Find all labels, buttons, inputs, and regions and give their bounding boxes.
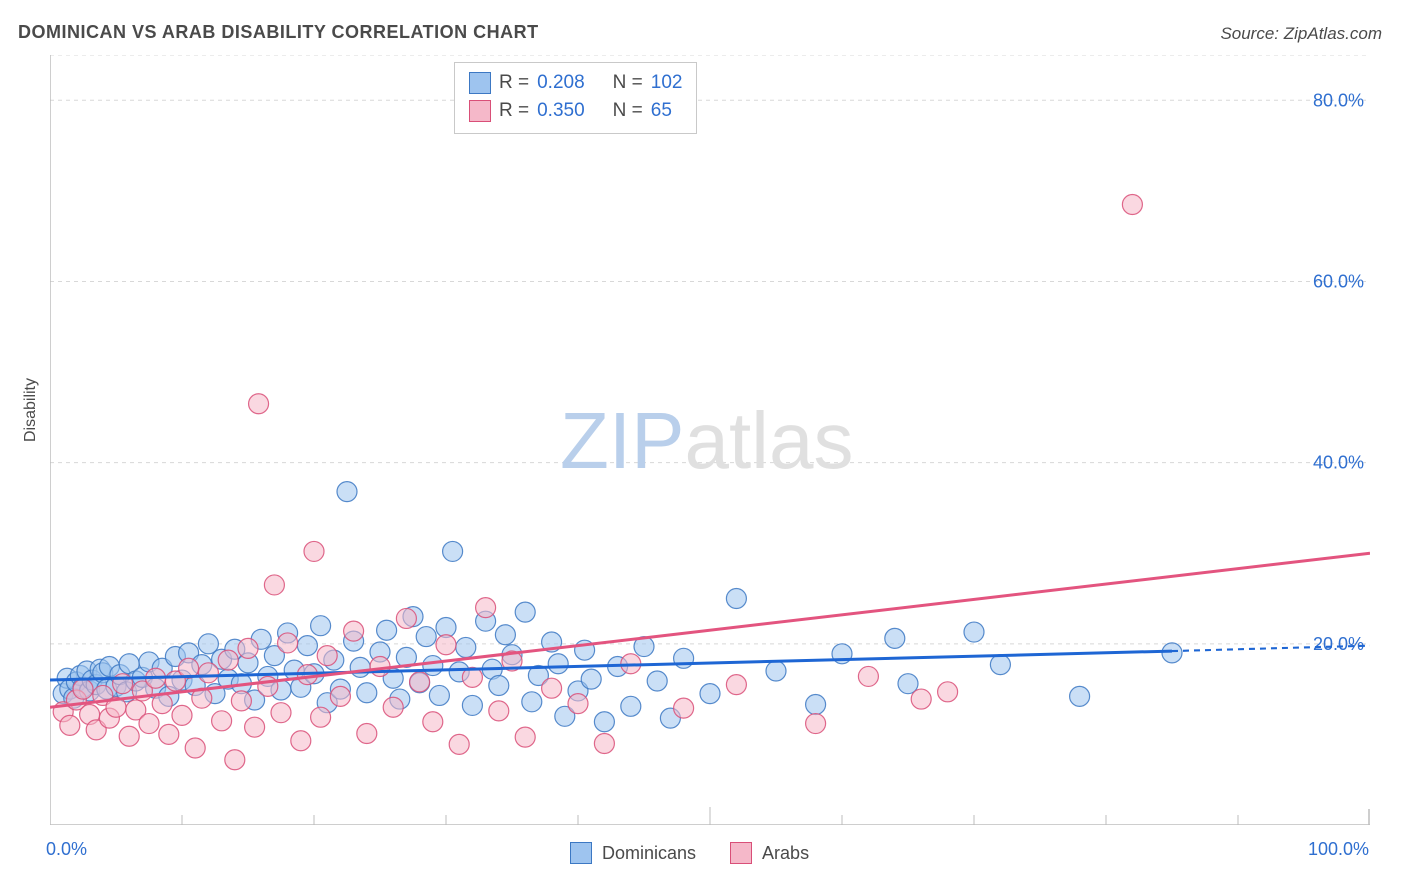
svg-text:20.0%: 20.0% [1313, 634, 1364, 654]
series-label-dominicans: Dominicans [602, 843, 696, 864]
series-swatch-dominicans [570, 842, 592, 864]
chart-title: DOMINICAN VS ARAB DISABILITY CORRELATION… [18, 22, 539, 43]
legend-r-prefix-2: R = [499, 97, 529, 125]
source-attribution: Source: ZipAtlas.com [1220, 24, 1382, 44]
legend-n-value-dominicans: 102 [651, 69, 683, 97]
y-axis-label: Disability [22, 350, 40, 470]
legend-row-dominicans: R = 0.208 N = 102 [469, 69, 682, 97]
legend-r-value-dominicans: 0.208 [537, 69, 585, 97]
svg-text:60.0%: 60.0% [1313, 271, 1364, 291]
x-axis-start-label: 0.0% [46, 839, 87, 860]
series-legend-arabs: Arabs [730, 842, 809, 864]
legend-n-value-arabs: 65 [651, 97, 672, 125]
x-axis-end-label: 100.0% [1308, 839, 1369, 860]
legend-r-prefix: R = [499, 69, 529, 97]
series-legend: Dominicans Arabs [570, 842, 809, 864]
series-label-arabs: Arabs [762, 843, 809, 864]
legend-row-arabs: R = 0.350 N = 65 [469, 97, 682, 125]
legend-swatch-arabs [469, 100, 491, 122]
legend-n-prefix-2: N = [613, 97, 643, 125]
legend-n-prefix: N = [613, 69, 643, 97]
scatter-plot: 20.0% 40.0% 60.0% 80.0% [50, 55, 1370, 825]
series-legend-dominicans: Dominicans [570, 842, 696, 864]
svg-text:40.0%: 40.0% [1313, 453, 1364, 473]
legend-r-value-arabs: 0.350 [537, 97, 585, 125]
chart-frame: DOMINICAN VS ARAB DISABILITY CORRELATION… [0, 0, 1406, 892]
correlation-legend: R = 0.208 N = 102 R = 0.350 N = 65 [454, 62, 697, 134]
svg-text:80.0%: 80.0% [1313, 90, 1364, 110]
series-swatch-arabs [730, 842, 752, 864]
legend-swatch-dominicans [469, 72, 491, 94]
